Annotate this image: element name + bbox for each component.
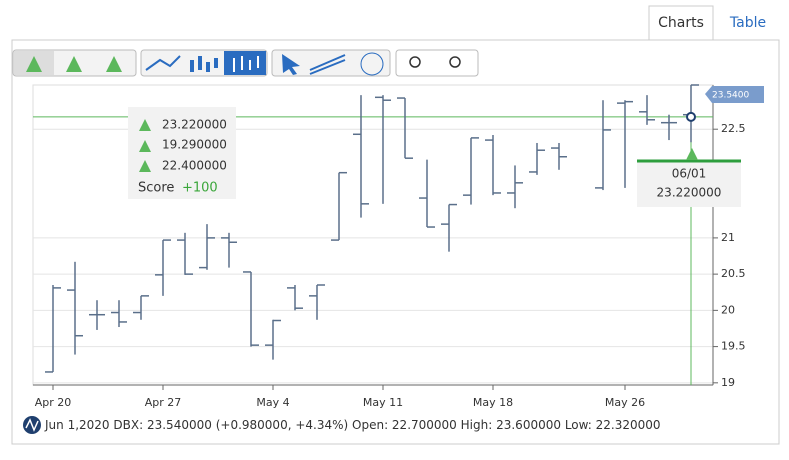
icon-m (139, 119, 151, 131)
y-tick-label: 21 (721, 231, 735, 244)
y-tick-label: 19 (721, 376, 735, 389)
footer-symbol: DBX: (113, 418, 143, 432)
y-tick-label: 19.5 (721, 340, 746, 353)
y-tick-label: 20.5 (721, 267, 746, 280)
footer-date: Jun 1,2020 (44, 418, 110, 432)
icon-d (139, 160, 151, 172)
cursor-value: 23.220000 (657, 186, 722, 200)
tool-buttons[interactable] (271, 49, 391, 77)
footer-text: Jun 1,2020 DBX: 23.540000 (+0.980000, +4… (44, 418, 661, 432)
y-tick-label: 22.5 (721, 122, 746, 135)
icon-trend (309, 54, 346, 75)
x-tick-label: Apr 20 (35, 396, 72, 409)
icon-m (26, 56, 42, 72)
cursor-date: 06/01 (672, 167, 707, 181)
zoom-buttons[interactable] (395, 49, 479, 77)
last-close-point (686, 111, 696, 122)
footer-open: Open: 22.700000 (352, 418, 457, 432)
icon-candle (190, 56, 218, 72)
score-label: Score (138, 181, 174, 196)
legend-m: 23.220000 (162, 118, 227, 132)
tab-label[interactable]: Table (729, 15, 766, 31)
icon-m (686, 148, 698, 160)
icon-zoom-out (449, 56, 461, 68)
footer-icon-line (25, 418, 39, 432)
icon-zoom-in (409, 56, 421, 68)
last-price-label: 23.5400 (712, 91, 749, 101)
legend-w: 19.290000 (162, 138, 227, 152)
cursor-box (637, 161, 741, 207)
icon-pointer (282, 54, 300, 75)
x-tick-label: May 18 (473, 396, 513, 409)
icon-w (139, 140, 151, 152)
x-tick-label: Apr 27 (145, 396, 182, 409)
footer-price: 23.540000 (147, 418, 212, 432)
icon-fib (360, 52, 384, 76)
icon-line (145, 55, 181, 71)
footer-change: (+0.980000, +4.34%) (216, 418, 348, 432)
y-tick-label: 20 (721, 303, 735, 316)
x-tick-label: May 4 (256, 396, 289, 409)
panel (11, 39, 780, 445)
last-price-marker (705, 86, 764, 103)
footer-low: Low: 22.320000 (565, 418, 661, 432)
x-tick-label: May 11 (363, 396, 403, 409)
footer-high: High: 23.600000 (461, 418, 561, 432)
icon-bar (233, 56, 259, 72)
x-tick-label: May 26 (605, 396, 645, 409)
tab-charts[interactable] (648, 5, 714, 41)
score-value: +100 (182, 181, 218, 196)
button-active[interactable] (224, 51, 266, 75)
toolbar (12, 49, 479, 77)
tab-label[interactable]: Charts (658, 15, 704, 31)
legend-d: 22.400000 (162, 159, 227, 173)
icon-d (106, 56, 122, 72)
icon-w (66, 56, 82, 72)
